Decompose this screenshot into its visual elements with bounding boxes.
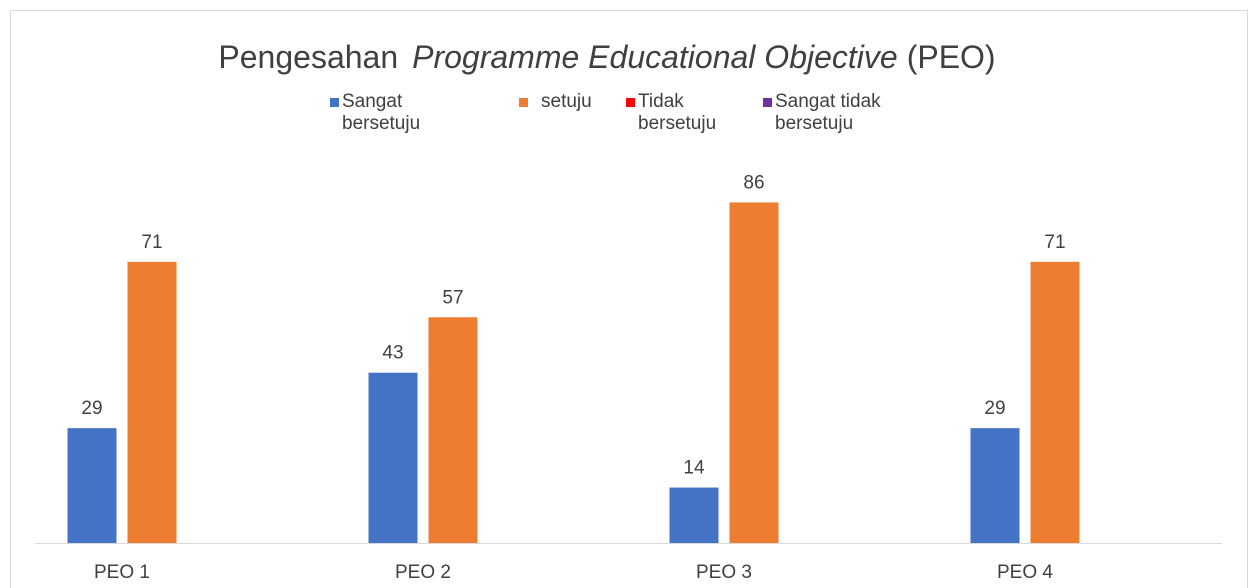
legend-item: setuju	[519, 91, 601, 113]
data-label: 43	[382, 343, 403, 364]
data-label: 29	[984, 398, 1005, 419]
legend-label: Sangat bersetuju	[342, 91, 421, 134]
legend-swatch	[519, 98, 528, 107]
data-label: 71	[141, 232, 162, 253]
legend-item: Sangat bersetuju	[330, 91, 452, 135]
legend-label: Sangat tidak bersetuju	[775, 91, 881, 134]
legend-swatch	[763, 98, 772, 107]
data-label: 71	[1044, 232, 1065, 253]
bar	[368, 372, 418, 543]
chart-title: Pengesahan Programme Educational Objectiv…	[218, 39, 995, 75]
x-tick-label: PEO 3	[696, 562, 752, 583]
bar	[729, 202, 779, 543]
data-label: 57	[442, 287, 463, 308]
legend-item: Tidak bersetuju	[626, 91, 748, 135]
bar	[127, 261, 177, 543]
title-part: (PEO)	[907, 39, 996, 75]
bar	[428, 317, 478, 543]
legend-label: setuju	[541, 91, 592, 112]
legend-swatch	[330, 98, 339, 107]
bar	[1030, 261, 1080, 543]
bar	[67, 428, 117, 543]
data-label: 14	[683, 458, 705, 479]
legend-label: Tidak bersetuju	[638, 91, 717, 134]
title-part: Programme Educational Objective	[412, 39, 898, 75]
legend-item: Sangat tidak bersetuju	[763, 91, 885, 135]
chart-border	[10, 10, 1248, 588]
x-tick-label: PEO 2	[395, 562, 451, 583]
bar	[669, 487, 719, 543]
data-label: 29	[81, 398, 102, 419]
x-tick-label: PEO 1	[94, 562, 150, 583]
legend-swatch	[626, 98, 635, 107]
bar	[970, 428, 1020, 543]
title-part: Pengesahan	[218, 39, 398, 75]
data-label: 86	[743, 172, 764, 193]
x-tick-label: PEO 4	[997, 562, 1053, 583]
